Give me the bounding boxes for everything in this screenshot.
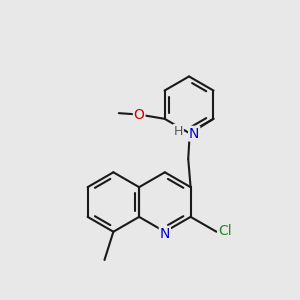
Text: Cl: Cl xyxy=(218,224,232,238)
Text: N: N xyxy=(160,227,170,241)
Text: H: H xyxy=(174,125,183,138)
Text: N: N xyxy=(189,127,200,141)
Text: O: O xyxy=(134,108,145,122)
